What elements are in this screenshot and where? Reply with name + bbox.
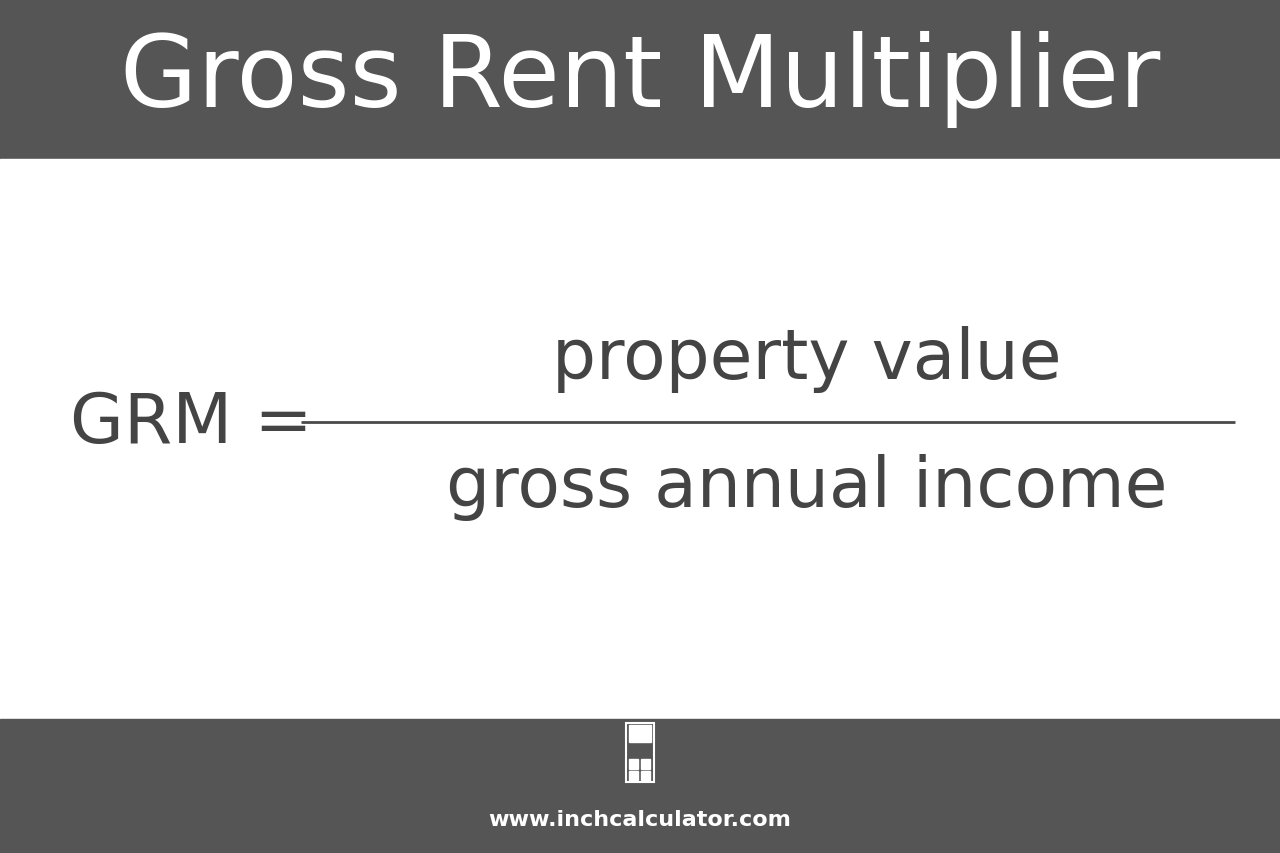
Bar bbox=[630, 759, 639, 769]
Bar bbox=[0, 719, 1280, 853]
Bar bbox=[641, 759, 650, 769]
Text: GRM =: GRM = bbox=[70, 389, 314, 456]
Text: property value: property value bbox=[552, 325, 1061, 392]
Bar bbox=[630, 770, 639, 780]
FancyBboxPatch shape bbox=[626, 722, 654, 782]
Text: www.inchcalculator.com: www.inchcalculator.com bbox=[489, 809, 791, 829]
Text: Gross Rent Multiplier: Gross Rent Multiplier bbox=[120, 32, 1160, 128]
Bar bbox=[0, 160, 1280, 719]
Bar bbox=[630, 725, 650, 742]
Bar bbox=[0, 0, 1280, 160]
Text: gross annual income: gross annual income bbox=[445, 453, 1167, 520]
Bar bbox=[641, 770, 650, 780]
